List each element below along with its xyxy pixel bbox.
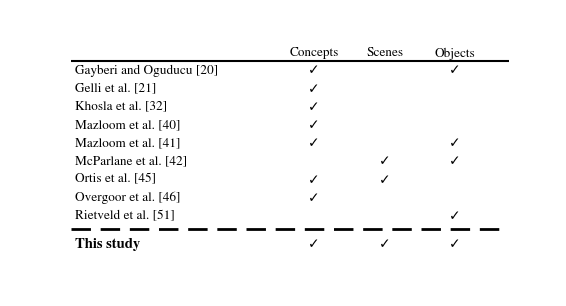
Text: ✓: ✓ bbox=[379, 155, 390, 169]
Text: ✓: ✓ bbox=[449, 209, 460, 223]
Text: ✓: ✓ bbox=[308, 173, 320, 187]
Text: ✓: ✓ bbox=[379, 237, 390, 251]
Text: Gelli et al. [21]: Gelli et al. [21] bbox=[75, 83, 156, 95]
Text: Gayberi and Oguducu [20]: Gayberi and Oguducu [20] bbox=[75, 65, 218, 77]
Text: ✓: ✓ bbox=[308, 136, 320, 150]
Text: ✓: ✓ bbox=[308, 237, 320, 251]
Text: ✓: ✓ bbox=[308, 191, 320, 205]
Text: ✓: ✓ bbox=[449, 136, 460, 150]
Text: Rietveld et al. [51]: Rietveld et al. [51] bbox=[75, 210, 175, 222]
Text: McParlane et al. [42]: McParlane et al. [42] bbox=[75, 156, 187, 167]
Text: Overgoor et al. [46]: Overgoor et al. [46] bbox=[75, 192, 181, 204]
Text: Scenes: Scenes bbox=[366, 47, 403, 59]
Text: Concepts: Concepts bbox=[290, 47, 339, 59]
Text: Khosla et al. [32]: Khosla et al. [32] bbox=[75, 101, 168, 113]
Text: Mazloom et al. [41]: Mazloom et al. [41] bbox=[75, 137, 181, 149]
Text: ✓: ✓ bbox=[308, 118, 320, 132]
Text: Mazloom et al. [40]: Mazloom et al. [40] bbox=[75, 119, 181, 131]
Text: ✓: ✓ bbox=[449, 64, 460, 77]
Text: ✓: ✓ bbox=[308, 100, 320, 114]
Text: ✓: ✓ bbox=[449, 155, 460, 169]
Text: Ortis et al. [45]: Ortis et al. [45] bbox=[75, 174, 156, 186]
Text: ✓: ✓ bbox=[308, 64, 320, 77]
Text: ✓: ✓ bbox=[379, 173, 390, 187]
Text: ✓: ✓ bbox=[449, 237, 460, 251]
Text: This study: This study bbox=[75, 237, 140, 251]
Text: ✓: ✓ bbox=[308, 82, 320, 96]
Text: Objects: Objects bbox=[434, 47, 475, 60]
